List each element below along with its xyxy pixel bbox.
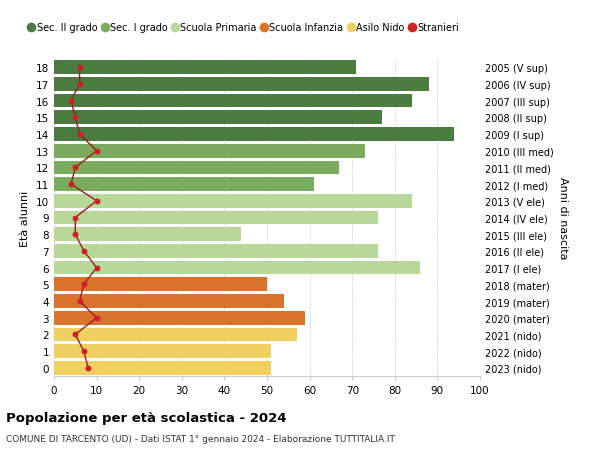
Bar	[54, 178, 314, 191]
Bar	[54, 245, 378, 258]
Bar	[54, 328, 297, 341]
Bar	[54, 61, 356, 75]
Bar	[54, 211, 378, 225]
Point	[79, 281, 89, 288]
Bar	[54, 161, 340, 175]
Bar	[54, 295, 284, 308]
Point	[75, 298, 85, 305]
Point	[79, 248, 89, 255]
Point	[75, 81, 85, 88]
Bar	[54, 111, 382, 125]
Bar	[54, 311, 305, 325]
Bar	[54, 128, 454, 141]
Point	[66, 98, 76, 105]
Text: COMUNE DI TARCENTO (UD) - Dati ISTAT 1° gennaio 2024 - Elaborazione TUTTITALIA.I: COMUNE DI TARCENTO (UD) - Dati ISTAT 1° …	[6, 434, 395, 443]
Point	[71, 214, 80, 222]
Point	[92, 264, 101, 272]
Point	[71, 231, 80, 238]
Legend: Sec. II grado, Sec. I grado, Scuola Primaria, Scuola Infanzia, Asilo Nido, Stran: Sec. II grado, Sec. I grado, Scuola Prim…	[29, 23, 459, 34]
Point	[92, 148, 101, 155]
Point	[71, 114, 80, 122]
Bar	[54, 95, 412, 108]
Point	[71, 331, 80, 338]
Bar	[54, 228, 241, 241]
Bar	[54, 195, 412, 208]
Bar	[54, 361, 271, 375]
Point	[83, 364, 93, 372]
Point	[66, 181, 76, 188]
Point	[92, 314, 101, 322]
Y-axis label: Anni di nascita: Anni di nascita	[557, 177, 568, 259]
Point	[92, 198, 101, 205]
Text: Popolazione per età scolastica - 2024: Popolazione per età scolastica - 2024	[6, 411, 287, 424]
Point	[71, 164, 80, 172]
Bar	[54, 261, 421, 275]
Point	[75, 131, 85, 138]
Bar	[54, 278, 267, 291]
Y-axis label: Età alunni: Età alunni	[20, 190, 31, 246]
Bar	[54, 345, 271, 358]
Point	[79, 348, 89, 355]
Point	[75, 64, 85, 72]
Bar	[54, 78, 429, 91]
Bar	[54, 145, 365, 158]
